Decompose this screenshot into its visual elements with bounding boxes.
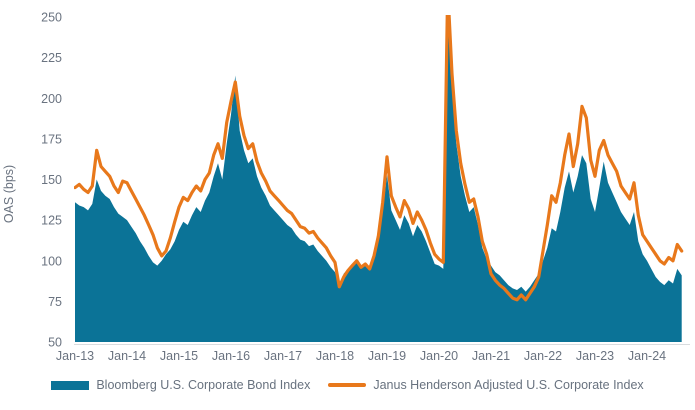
- x-tick-label: Jan-16: [212, 349, 250, 363]
- plot-series: [74, 15, 684, 342]
- y-tick-label: 150: [41, 173, 62, 187]
- x-tick-label: Jan-18: [316, 349, 354, 363]
- y-tick-label: 50: [48, 336, 62, 350]
- y-axis-title: OAS (bps): [2, 165, 16, 223]
- y-tick-label: 175: [41, 132, 62, 146]
- x-tick-label: Jan-17: [264, 349, 302, 363]
- x-tick-label: Jan-22: [524, 349, 562, 363]
- chart-canvas: OAS (bps) 50 75 100 125 150 175 200 225 250 Jan-…: [2, 11, 690, 363]
- legend-item-janus: Janus Henderson Adjusted U.S. Corporate …: [328, 378, 644, 392]
- x-tick-label: Jan-24: [628, 349, 666, 363]
- y-tick-label: 100: [41, 254, 62, 268]
- x-tick-label: Jan-19: [368, 349, 406, 363]
- x-tick-label: Jan-14: [108, 349, 146, 363]
- bloomberg-area: [75, 15, 682, 342]
- y-tick-label: 125: [41, 214, 62, 228]
- chart-legend: Bloomberg U.S. Corporate Bond Index Janu…: [0, 378, 695, 392]
- y-tick-label: 225: [41, 51, 62, 65]
- x-tick-label: Jan-21: [472, 349, 510, 363]
- bloomberg-area-swatch-icon: [51, 380, 90, 390]
- y-tick-label: 200: [41, 92, 62, 106]
- y-tick-label: 75: [48, 295, 62, 309]
- x-tick-labels: Jan-13 Jan-14 Jan-15 Jan-16 Jan-17 Jan-18 Jan-…: [56, 349, 666, 363]
- legend-label-janus: Janus Henderson Adjusted U.S. Corporate …: [373, 378, 644, 392]
- x-tick-label: Jan-13: [56, 349, 94, 363]
- x-tick-label: Jan-23: [576, 349, 614, 363]
- legend-item-bloomberg: Bloomberg U.S. Corporate Bond Index: [51, 378, 310, 392]
- legend-label-bloomberg: Bloomberg U.S. Corporate Bond Index: [96, 378, 311, 392]
- y-tick-label: 250: [41, 11, 62, 25]
- x-tick-label: Jan-15: [160, 349, 198, 363]
- x-tick-label: Jan-20: [420, 349, 458, 363]
- janus-line: [74, 15, 684, 302]
- janus-line-swatch-icon: [328, 383, 367, 387]
- y-tick-labels: 50 75 100 125 150 175 200 225 250: [41, 11, 62, 350]
